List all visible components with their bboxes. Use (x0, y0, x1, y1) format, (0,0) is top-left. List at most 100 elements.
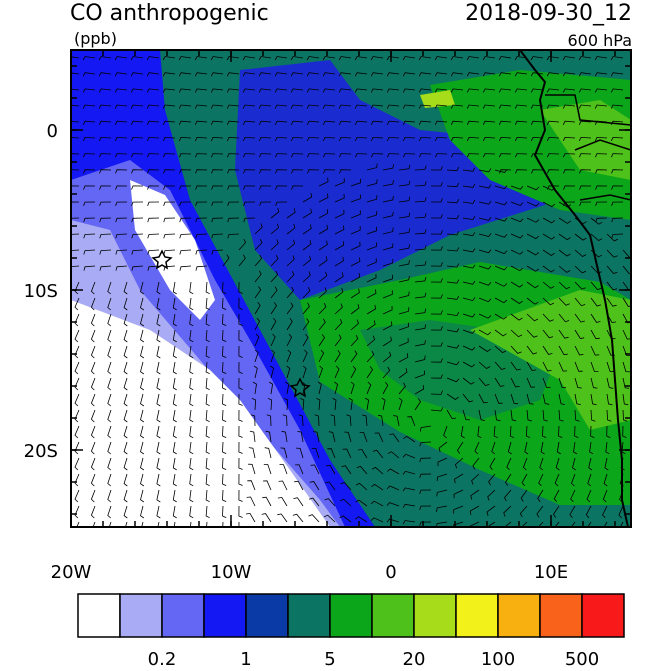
colorbar-swatch (581, 593, 625, 638)
wind-barb (478, 377, 490, 387)
wind-barb (71, 169, 80, 171)
wind-barb (382, 305, 393, 315)
wind-barb (147, 153, 160, 158)
wind-barb (382, 351, 392, 363)
wind-barb (172, 297, 177, 311)
wind-barb (402, 120, 416, 125)
wind-barb (179, 201, 192, 206)
wind-barb (515, 153, 528, 158)
wind-barb (130, 120, 144, 125)
colorbar-label: 5 (324, 649, 335, 667)
wind-barb (162, 72, 176, 77)
wind-barb (274, 72, 288, 77)
wind-barb (478, 313, 492, 319)
wind-barb (510, 217, 524, 223)
wind-barb (90, 489, 96, 503)
wind-barb (574, 425, 579, 438)
wind-barb (71, 137, 80, 139)
wind-barb (83, 153, 96, 158)
wind-barb (603, 521, 608, 527)
wind-barb (107, 489, 112, 503)
wind-barb (74, 313, 80, 327)
colorbar: 0.2 1 5 20 100 500 (77, 593, 625, 670)
wind-barb (462, 409, 470, 421)
wind-barb (195, 153, 208, 158)
wind-barb (494, 377, 505, 387)
wind-barb (307, 153, 320, 158)
wind-barb (71, 153, 80, 155)
wind-barb (178, 56, 192, 61)
wind-barb (99, 153, 112, 158)
wind-barb (450, 72, 464, 77)
wind-barb (451, 153, 464, 158)
wind-barb (446, 409, 457, 420)
wind-barb (162, 56, 176, 61)
wind-barb (157, 521, 160, 527)
wind-barb (386, 485, 400, 491)
colorbar-label: 100 (481, 649, 515, 667)
wind-barb (189, 329, 194, 343)
wind-barb (211, 217, 224, 223)
wind-barb (293, 497, 304, 507)
wind-barb (438, 441, 448, 453)
wind-barb (156, 313, 161, 327)
wind-barb (386, 72, 400, 77)
wind-barb (554, 473, 560, 487)
wind-barb (123, 281, 128, 295)
wind-barb (558, 217, 571, 224)
wind-barb (546, 72, 560, 77)
wind-barb (339, 153, 352, 158)
wind-barb (419, 457, 432, 463)
wind-barb (156, 505, 161, 519)
colorbar-swatch (77, 593, 121, 638)
wind-barb (414, 181, 427, 187)
wind-barb (494, 345, 507, 354)
wind-barb (478, 409, 485, 421)
wind-barb (370, 72, 384, 77)
wind-barb (453, 505, 464, 514)
wind-barb (558, 329, 569, 339)
wind-barb (290, 120, 304, 125)
wind-barb (430, 278, 443, 283)
wind-barb (470, 489, 480, 500)
field-blue-tongue (235, 60, 545, 300)
wind-barb (308, 497, 320, 507)
wind-barb (579, 201, 592, 206)
wind-barb (595, 217, 608, 223)
wind-barb (211, 153, 224, 158)
wind-barb (540, 441, 545, 455)
wind-barb (270, 349, 275, 363)
wind-barb (514, 88, 528, 93)
wind-barb (162, 120, 176, 125)
wind-barb (605, 441, 610, 455)
wind-barb (74, 393, 80, 407)
wind-barb (178, 72, 192, 77)
wind-barb (324, 498, 336, 507)
wind-barb (477, 425, 482, 439)
wind-barb (547, 185, 560, 190)
wind-barb (542, 329, 554, 339)
wind-barb (281, 430, 288, 443)
wind-barb (478, 329, 492, 336)
wind-barb (555, 457, 560, 471)
wind-barb (227, 233, 240, 239)
wind-barb (574, 265, 587, 274)
colorbar-label: 500 (565, 649, 599, 667)
wind-barb (226, 120, 240, 125)
wind-barb (489, 457, 496, 471)
wind-barb (90, 425, 96, 439)
wind-barb (482, 56, 496, 61)
wind-barb (83, 201, 96, 206)
wind-barb (318, 318, 326, 331)
wind-barb (107, 329, 112, 343)
wind-barb (606, 233, 619, 242)
wind-barb (74, 377, 80, 391)
wind-barb (147, 233, 160, 239)
wind-barb (74, 425, 80, 439)
wind-barb (302, 318, 310, 331)
wind-barb (398, 164, 411, 171)
wind-barb (498, 120, 512, 125)
wind-barb (90, 393, 96, 407)
wind-barb (622, 265, 631, 275)
wind-barb (322, 56, 336, 61)
